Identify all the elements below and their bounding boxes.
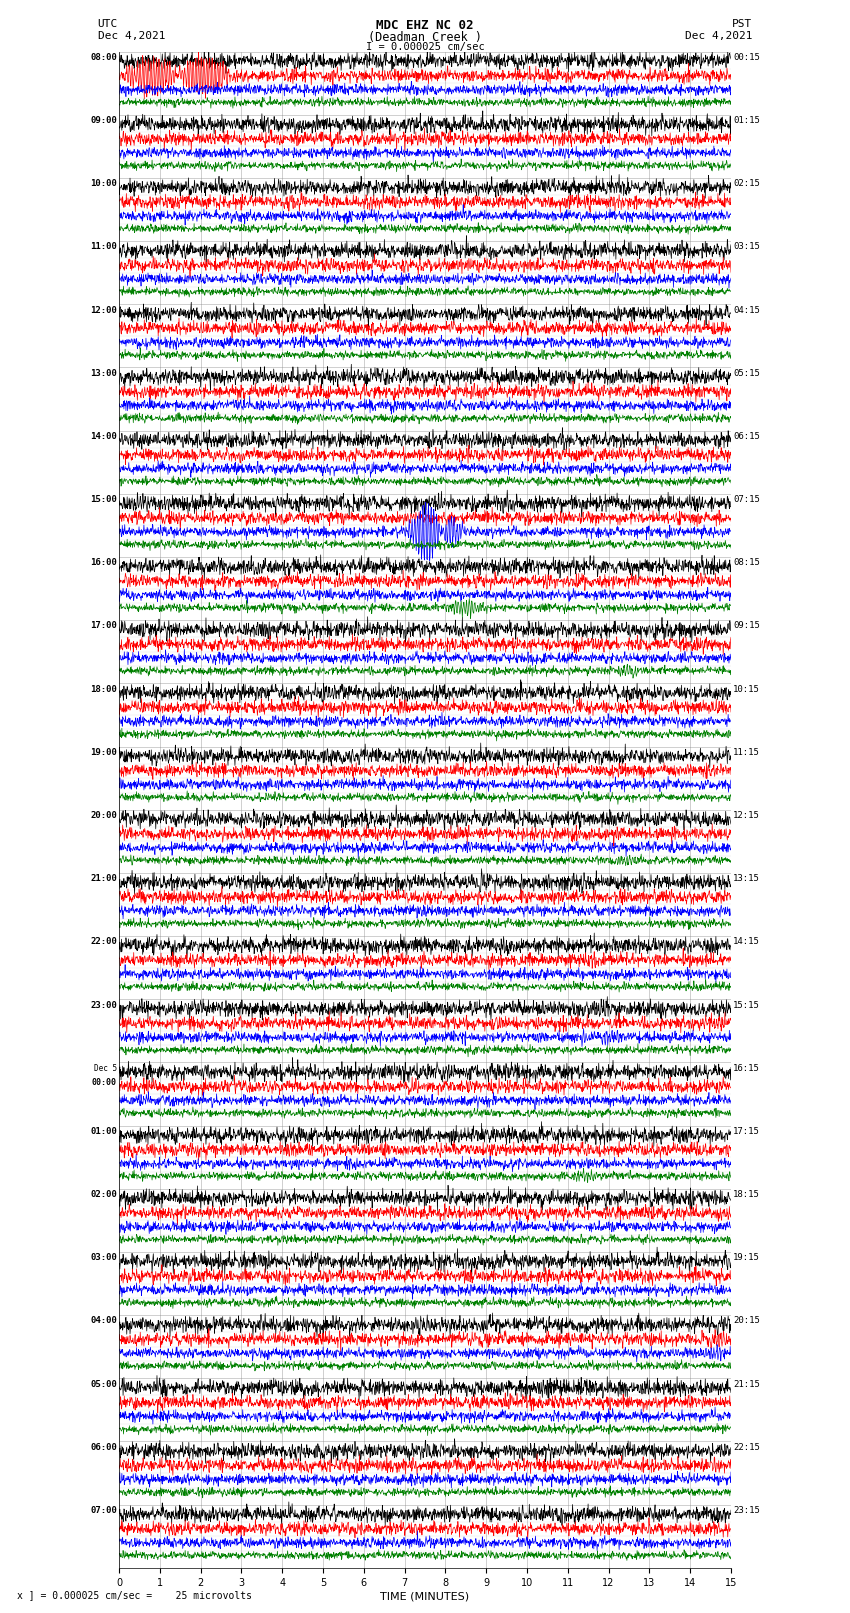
Text: MDC EHZ NC 02: MDC EHZ NC 02: [377, 19, 473, 32]
Text: 10:15: 10:15: [733, 684, 760, 694]
Text: 07:00: 07:00: [90, 1507, 117, 1515]
Text: 13:15: 13:15: [733, 874, 760, 884]
Text: 05:15: 05:15: [733, 369, 760, 377]
Text: 02:15: 02:15: [733, 179, 760, 189]
Text: 22:15: 22:15: [733, 1442, 760, 1452]
Text: 16:00: 16:00: [90, 558, 117, 568]
Text: 15:15: 15:15: [733, 1000, 760, 1010]
Text: I = 0.000025 cm/sec: I = 0.000025 cm/sec: [366, 42, 484, 52]
Text: 11:00: 11:00: [90, 242, 117, 252]
Text: x ] = 0.000025 cm/sec =    25 microvolts: x ] = 0.000025 cm/sec = 25 microvolts: [17, 1590, 252, 1600]
Text: 20:00: 20:00: [90, 811, 117, 819]
Text: 01:00: 01:00: [90, 1127, 117, 1136]
Text: 12:00: 12:00: [90, 305, 117, 315]
Text: Dec 5: Dec 5: [94, 1063, 117, 1073]
Text: 23:15: 23:15: [733, 1507, 760, 1515]
Text: 18:00: 18:00: [90, 684, 117, 694]
Text: 12:15: 12:15: [733, 811, 760, 819]
Text: 03:15: 03:15: [733, 242, 760, 252]
Text: 23:00: 23:00: [90, 1000, 117, 1010]
Text: 14:15: 14:15: [733, 937, 760, 947]
Text: 17:15: 17:15: [733, 1127, 760, 1136]
Text: 10:00: 10:00: [90, 179, 117, 189]
Text: 14:00: 14:00: [90, 432, 117, 440]
Text: 18:15: 18:15: [733, 1190, 760, 1198]
Text: 20:15: 20:15: [733, 1316, 760, 1326]
X-axis label: TIME (MINUTES): TIME (MINUTES): [381, 1592, 469, 1602]
Text: (Deadman Creek ): (Deadman Creek ): [368, 31, 482, 44]
Text: Dec 4,2021: Dec 4,2021: [685, 31, 752, 40]
Text: 11:15: 11:15: [733, 748, 760, 756]
Text: 06:00: 06:00: [90, 1442, 117, 1452]
Text: 19:15: 19:15: [733, 1253, 760, 1263]
Text: PST: PST: [732, 19, 752, 29]
Text: 01:15: 01:15: [733, 116, 760, 126]
Text: 00:15: 00:15: [733, 53, 760, 61]
Text: 00:00: 00:00: [92, 1077, 117, 1087]
Text: Dec 4,2021: Dec 4,2021: [98, 31, 165, 40]
Text: 02:00: 02:00: [90, 1190, 117, 1198]
Text: 08:00: 08:00: [90, 53, 117, 61]
Text: 17:00: 17:00: [90, 621, 117, 631]
Text: 03:00: 03:00: [90, 1253, 117, 1263]
Text: 05:00: 05:00: [90, 1379, 117, 1389]
Text: 19:00: 19:00: [90, 748, 117, 756]
Text: 21:00: 21:00: [90, 874, 117, 884]
Text: 09:00: 09:00: [90, 116, 117, 126]
Text: 21:15: 21:15: [733, 1379, 760, 1389]
Text: 07:15: 07:15: [733, 495, 760, 505]
Text: 04:00: 04:00: [90, 1316, 117, 1326]
Text: 13:00: 13:00: [90, 369, 117, 377]
Text: 15:00: 15:00: [90, 495, 117, 505]
Text: 22:00: 22:00: [90, 937, 117, 947]
Text: 16:15: 16:15: [733, 1063, 760, 1073]
Text: 08:15: 08:15: [733, 558, 760, 568]
Text: UTC: UTC: [98, 19, 118, 29]
Text: 06:15: 06:15: [733, 432, 760, 440]
Text: 09:15: 09:15: [733, 621, 760, 631]
Text: 04:15: 04:15: [733, 305, 760, 315]
